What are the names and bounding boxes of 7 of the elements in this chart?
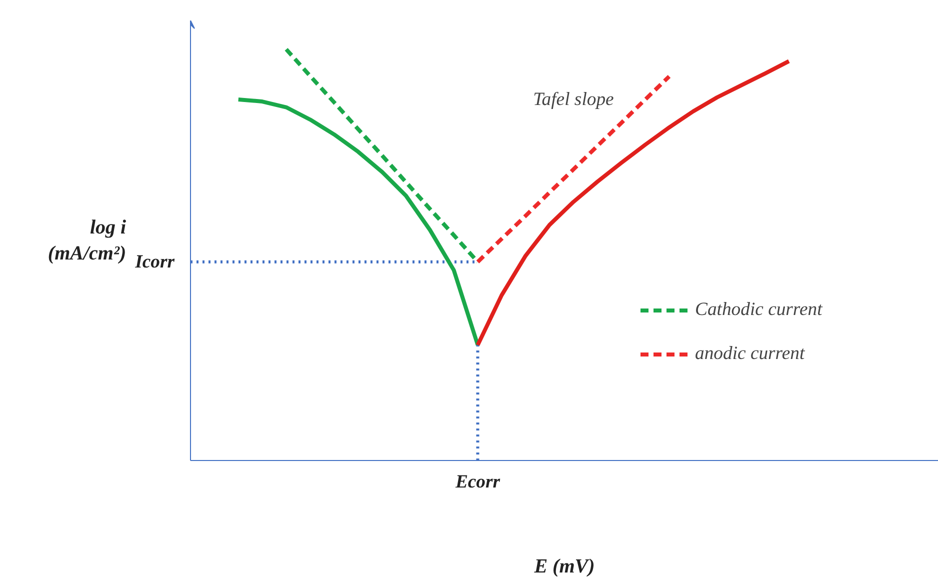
legend-label: Cathodic current (695, 299, 822, 321)
legend-label: anodic current (695, 343, 805, 365)
y-axis-title: log i (mA/cm²) (48, 216, 127, 265)
text: Ecorr (454, 472, 501, 492)
x-axis-title: E (mV) (533, 556, 595, 578)
ref-line-label: Icorr (134, 251, 176, 272)
annotation: Tafel slope (533, 88, 614, 110)
